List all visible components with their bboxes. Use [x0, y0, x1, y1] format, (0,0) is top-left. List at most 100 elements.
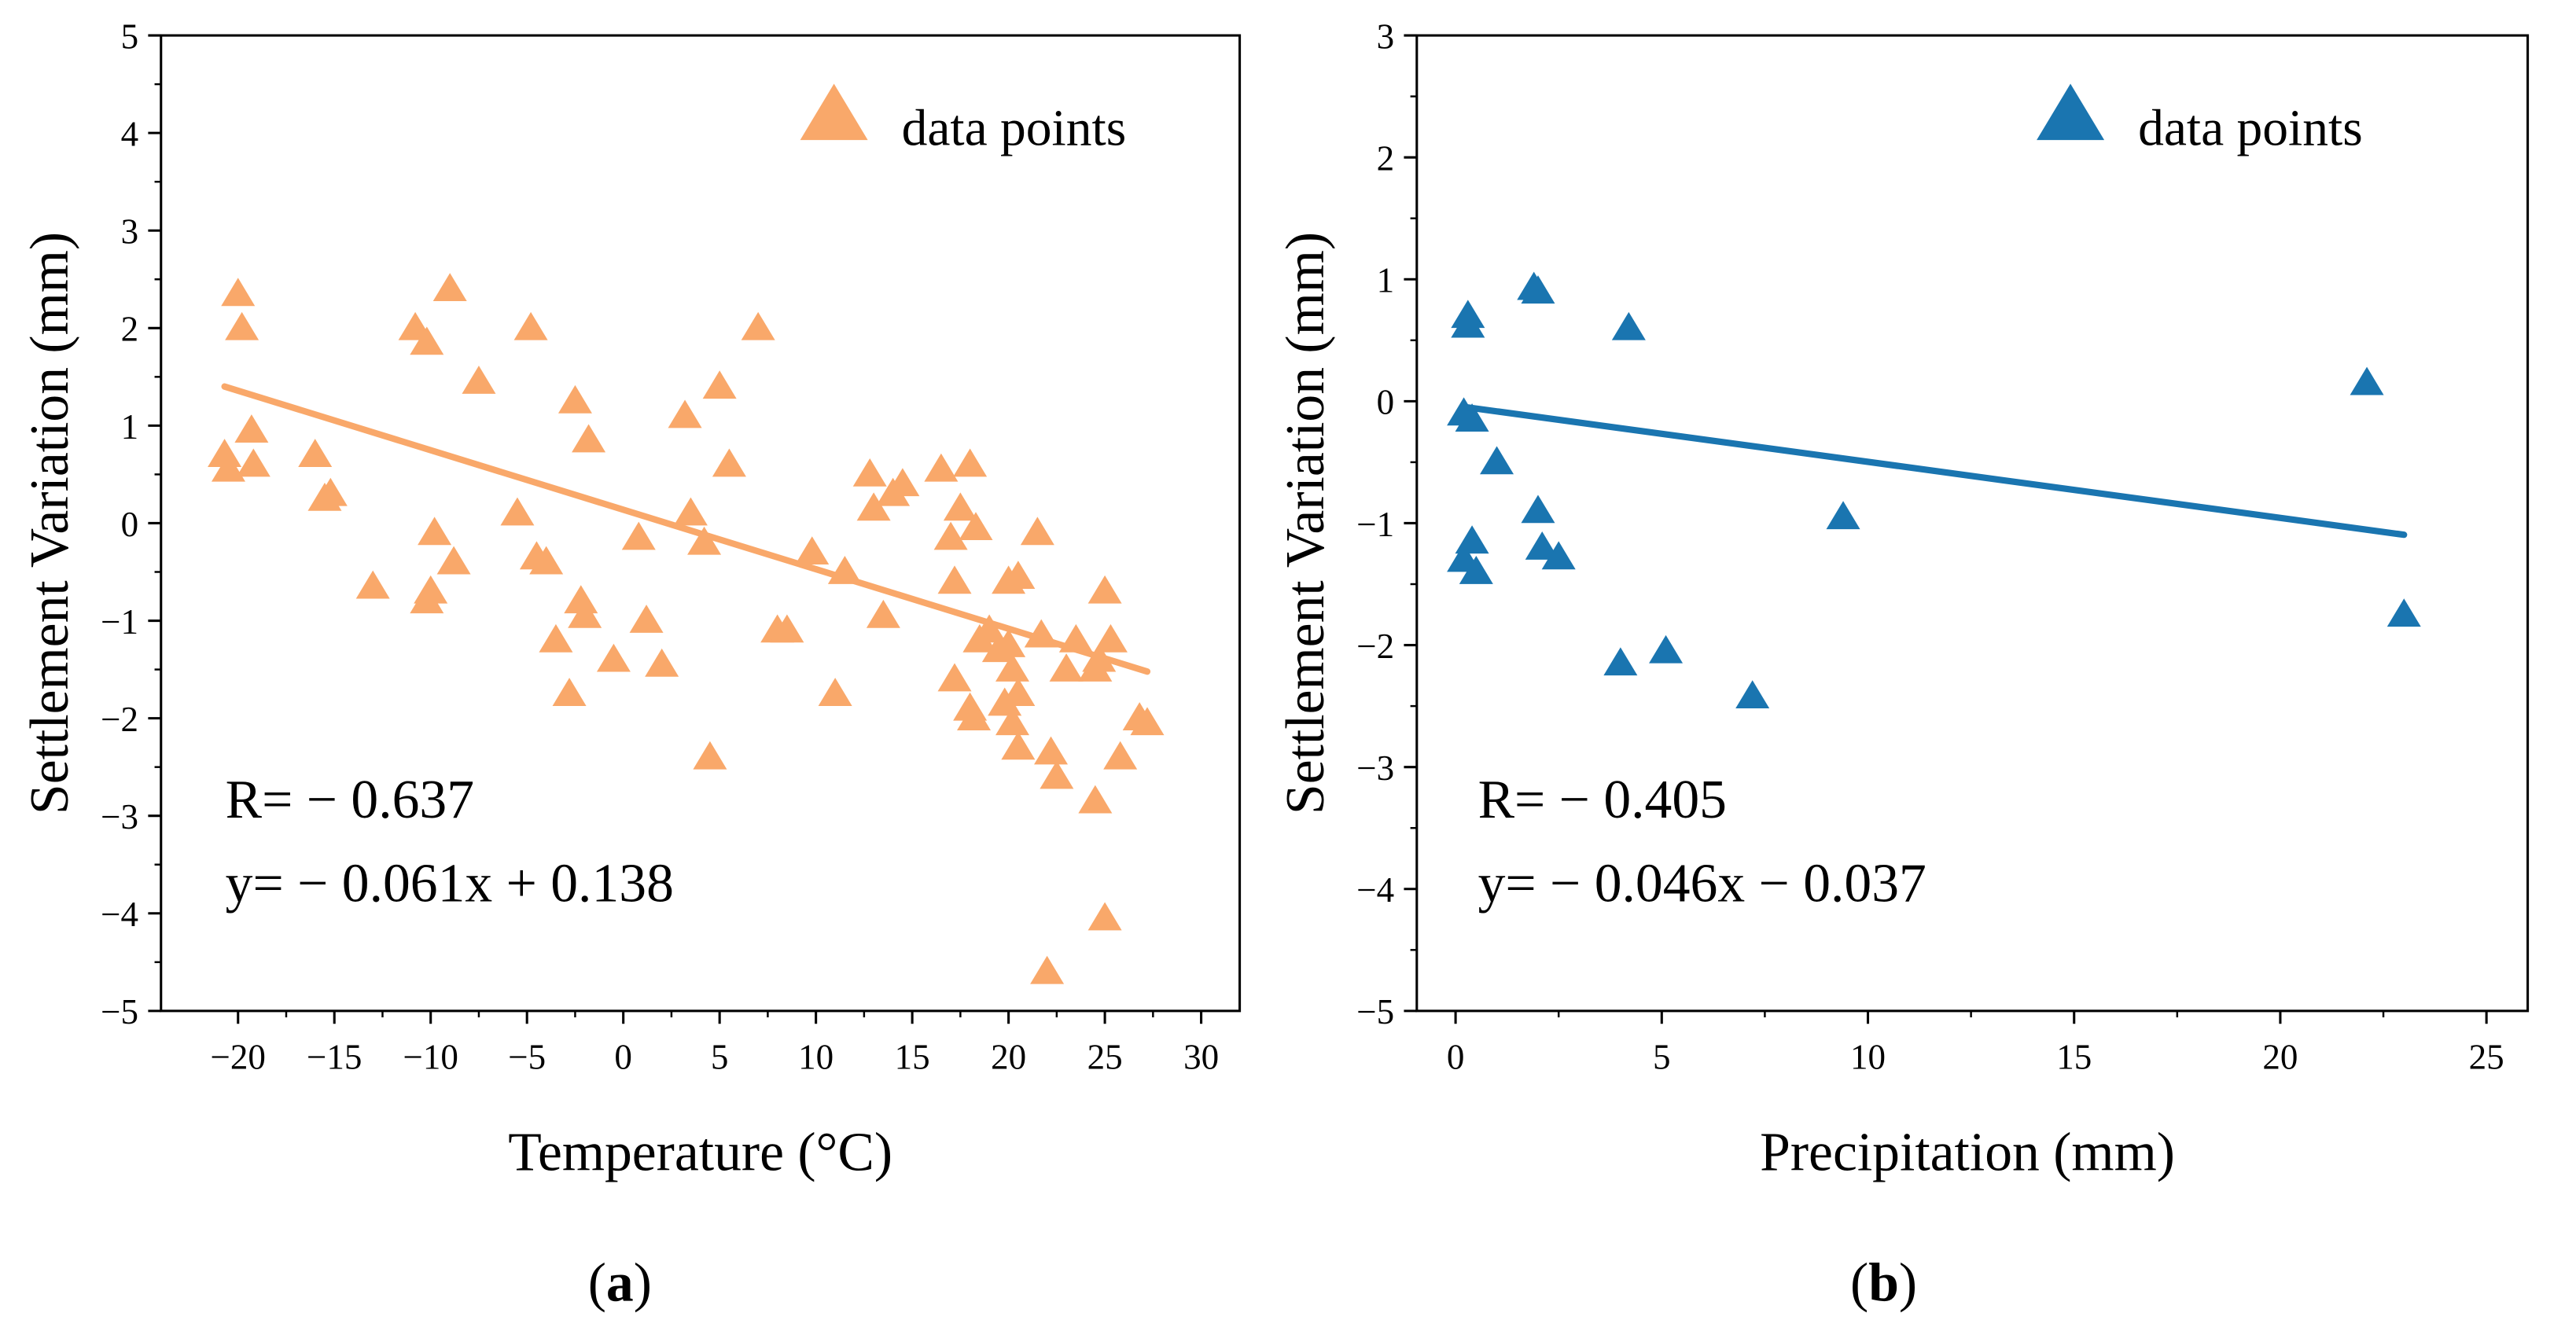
data-point — [355, 570, 390, 599]
data-point — [410, 326, 444, 355]
data-point — [1521, 495, 1555, 524]
y-tick-label: 5 — [121, 17, 139, 56]
x-axis-title: Precipitation (mm) — [1760, 1123, 2175, 1183]
data-point — [937, 663, 972, 692]
y-tick-label: −2 — [101, 700, 138, 739]
data-point — [1649, 634, 1684, 664]
data-point — [818, 678, 852, 706]
y-tick-label: −4 — [1356, 870, 1394, 910]
data-point — [1093, 623, 1128, 653]
data-point — [866, 599, 900, 628]
y-tick-label: 4 — [121, 115, 139, 154]
data-point — [462, 366, 496, 394]
data-point — [1103, 741, 1138, 770]
data-point — [972, 614, 1006, 643]
data-point — [572, 424, 606, 453]
data-point — [1455, 403, 1489, 432]
data-point — [1001, 731, 1036, 760]
data-point — [236, 448, 270, 477]
data-point — [436, 546, 471, 575]
data-point — [795, 536, 830, 565]
y-tick-label: 0 — [1377, 383, 1395, 422]
y-tick-label: −1 — [1356, 505, 1394, 544]
x-tick-label: −5 — [508, 1038, 546, 1077]
panel-letter: a — [606, 1252, 634, 1313]
x-tick-label: 5 — [711, 1038, 729, 1077]
data-point — [211, 453, 245, 482]
data-point — [513, 311, 548, 340]
y-tick-label: 3 — [1377, 17, 1395, 56]
x-tick-label: 15 — [2056, 1038, 2092, 1077]
data-point — [673, 497, 708, 526]
x-tick-label: 25 — [1087, 1038, 1123, 1077]
x-tick-label: −20 — [211, 1038, 266, 1077]
data-point — [770, 614, 804, 643]
data-point — [1455, 525, 1489, 554]
data-point — [564, 585, 598, 614]
equation-annotation: y= − 0.061x + 0.138 — [226, 854, 674, 914]
data-point — [995, 653, 1030, 682]
y-tick-label: −5 — [1356, 992, 1394, 1031]
data-point — [668, 399, 702, 428]
y-tick-label: −3 — [1356, 748, 1394, 788]
x-axis-title: Temperature (°C) — [508, 1123, 892, 1183]
data-point — [693, 741, 727, 770]
data-point — [1087, 575, 1122, 604]
data-point — [208, 439, 242, 467]
data-point — [1735, 680, 1770, 709]
data-point — [995, 707, 1030, 736]
data-point — [568, 599, 602, 628]
fit-line — [1460, 403, 2408, 539]
x-tick-label: 5 — [1653, 1038, 1671, 1077]
y-tick-label: −4 — [101, 895, 138, 934]
data-point — [702, 370, 737, 399]
data-point — [1130, 707, 1165, 736]
data-point — [1001, 678, 1036, 706]
panel-a: Settlement Variation (mm) Temperature (°… — [20, 17, 1242, 1313]
x-tick-label: 10 — [1850, 1038, 1886, 1077]
data-point — [410, 585, 444, 614]
panel-caption: (a) — [588, 1252, 652, 1313]
data-point — [629, 605, 664, 633]
legend-marker — [800, 83, 868, 141]
data-point — [1020, 517, 1054, 546]
data-point — [596, 643, 631, 672]
data-point — [1459, 556, 1493, 584]
data-point — [298, 439, 333, 467]
panel-b: Settlement Variation (mm) Precipitation … — [1275, 17, 2530, 1313]
data-point — [313, 477, 348, 506]
data-point — [621, 521, 656, 550]
x-tick-label: 20 — [2262, 1038, 2298, 1077]
data-point — [2350, 366, 2384, 395]
data-point — [1030, 955, 1065, 984]
legend-label: data points — [902, 100, 1127, 156]
data-point — [1480, 446, 1514, 475]
data-point — [1451, 309, 1485, 338]
data-point — [1001, 561, 1036, 590]
data-point — [933, 521, 968, 550]
data-point — [712, 448, 746, 477]
data-point — [1078, 785, 1113, 814]
x-tick-label: −10 — [403, 1038, 458, 1077]
y-axis-title: Settlement Variation (mm) — [20, 232, 80, 814]
data-point — [992, 629, 1026, 657]
data-point — [741, 311, 775, 340]
data-point — [529, 546, 564, 575]
data-point — [225, 311, 259, 340]
data-point — [1611, 311, 1646, 340]
y-tick-label: −2 — [1356, 627, 1394, 666]
data-point — [1087, 902, 1122, 931]
fit-line — [221, 383, 1151, 675]
y-axis-title: Settlement Variation (mm) — [1275, 232, 1336, 814]
data-point — [1049, 653, 1084, 682]
data-point — [432, 273, 467, 302]
y-tick-label: 1 — [121, 407, 139, 447]
x-tick-label: 30 — [1183, 1038, 1219, 1077]
data-point — [645, 648, 679, 677]
data-point — [1603, 647, 1638, 676]
data-point — [500, 497, 535, 526]
data-point — [957, 702, 992, 730]
data-point — [2386, 598, 2421, 627]
y-tick-label: −3 — [101, 797, 138, 836]
